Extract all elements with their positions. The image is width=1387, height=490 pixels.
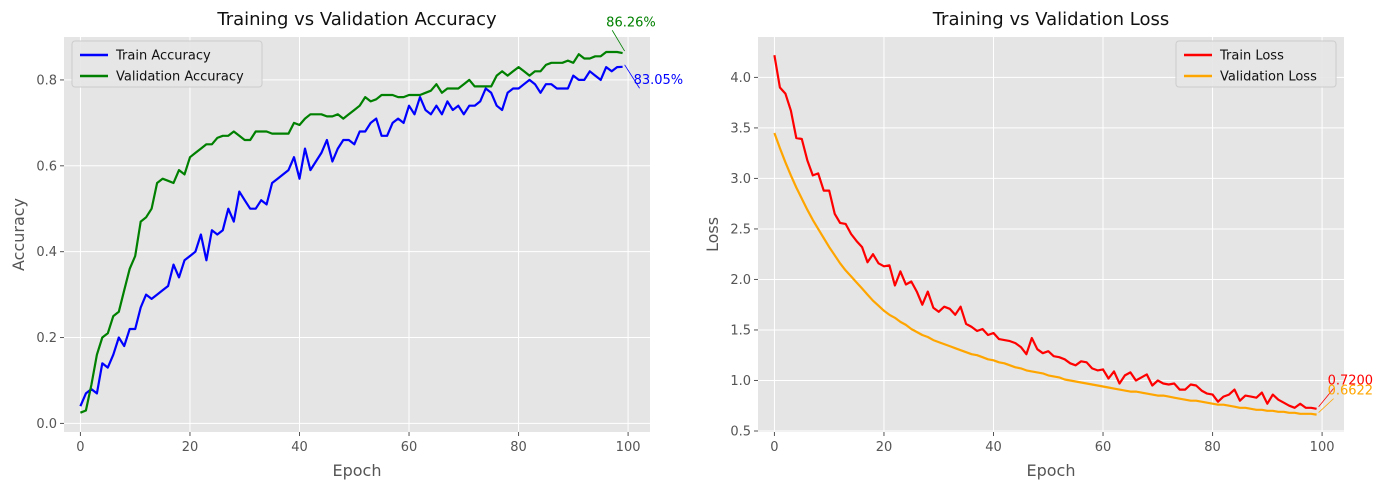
y-tick-label: 1.0	[730, 374, 751, 389]
legend	[71, 40, 263, 88]
y-tick-label: 0.8	[36, 73, 57, 88]
y-tick-label: 4.0	[730, 71, 751, 86]
series-line-train-accuracy	[79, 65, 623, 407]
plot-area	[64, 37, 650, 432]
x-tick-label: 40	[985, 440, 1002, 455]
legend-entry: Validation Loss	[1220, 70, 1317, 85]
plot-area	[758, 37, 1344, 432]
x-tick-label: 40	[291, 440, 308, 455]
legend-entry: Train Loss	[1219, 49, 1284, 64]
x-tick-label: 80	[510, 440, 527, 455]
series-line-train-loss	[773, 55, 1317, 410]
chart-title: Training vs Validation Loss	[932, 9, 1170, 30]
y-tick-label: 3.0	[730, 172, 751, 187]
loss-chart: 0 20 40 60 80 100 0.5 1.0 1.5 2.0 2.5 3.0 3.5 4.0 Trai…	[703, 9, 1373, 480]
annotation-arrow	[1318, 398, 1334, 413]
x-tick-label: 20	[182, 440, 199, 455]
x-tick-label: 0	[770, 440, 778, 455]
chart-title: Training vs Validation Accuracy	[216, 9, 497, 30]
legend-entry: Train Accuracy	[115, 49, 211, 64]
x-tick-label: 100	[616, 440, 641, 455]
annotation-arrow	[624, 64, 640, 89]
y-axis-label: Loss	[703, 217, 722, 252]
y-tick-label: 0.0	[36, 417, 57, 432]
series-line-validation-loss	[773, 132, 1317, 416]
x-tick-label: 100	[1310, 440, 1335, 455]
legend	[1175, 40, 1337, 88]
x-tick-label: 20	[876, 440, 893, 455]
x-tick-label: 60	[1095, 440, 1112, 455]
legend-entry: Validation Accuracy	[116, 70, 244, 85]
annotation-label: 83.05%	[634, 73, 684, 88]
accuracy-chart: 0 20 40 60 80 100 0.0 0.2 0.4 0.6 0.8 Training vs V…	[9, 9, 683, 480]
x-axis-label: Epoch	[333, 461, 382, 480]
annotation-arrow	[1318, 388, 1334, 408]
y-tick-label: 2.5	[730, 222, 751, 237]
x-tick-label: 60	[401, 440, 418, 455]
x-axis-label: Epoch	[1027, 461, 1076, 480]
y-tick-label: 1.5	[730, 323, 751, 338]
y-tick-label: 0.5	[730, 424, 751, 439]
y-tick-label: 0.4	[36, 245, 57, 260]
annotation-label: 86.26%	[606, 15, 656, 30]
annotation-arrow	[611, 30, 625, 52]
y-axis-label: Accuracy	[9, 198, 28, 271]
y-tick-label: 0.6	[36, 159, 57, 174]
y-tick-label: 3.5	[730, 121, 751, 136]
annotation-label: 0.6622	[1328, 384, 1374, 399]
series-line-validation-accuracy	[79, 50, 623, 414]
y-tick-label: 2.0	[730, 273, 751, 288]
x-tick-label: 80	[1204, 440, 1221, 455]
x-tick-label: 0	[76, 440, 84, 455]
annotation-label: 0.7200	[1328, 374, 1374, 389]
y-tick-label: 0.2	[36, 331, 57, 346]
